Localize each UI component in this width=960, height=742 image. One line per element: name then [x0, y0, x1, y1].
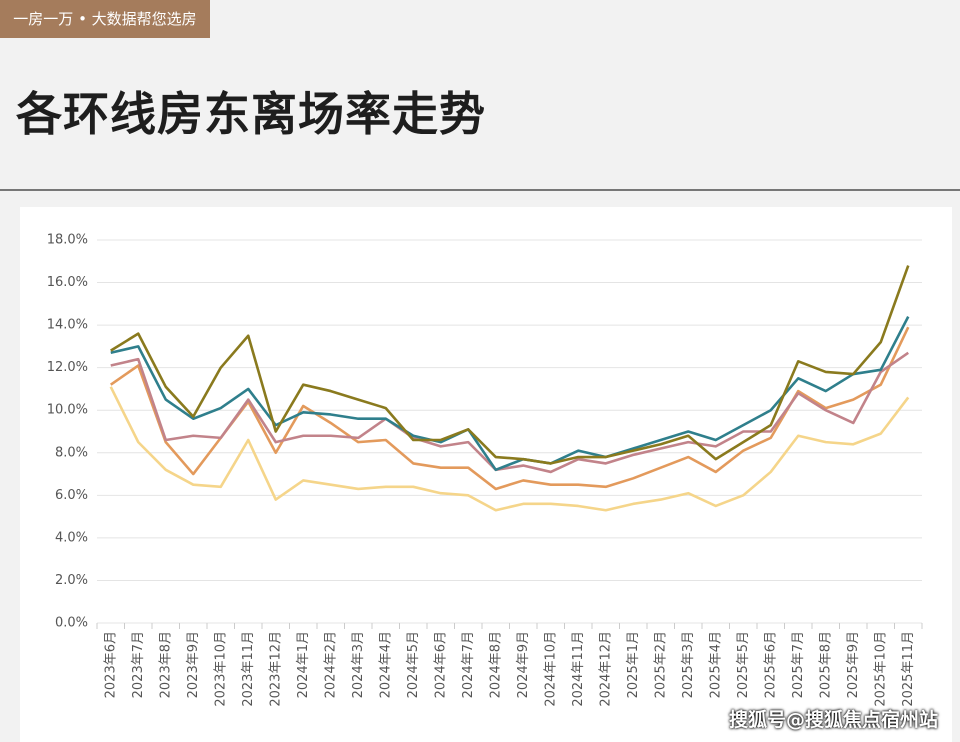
x-tick-label: 2024年12月: [598, 631, 613, 707]
x-tick-label: 2023年12月: [268, 631, 283, 707]
y-tick-label: 14.0%: [47, 318, 88, 333]
x-tick-label: 2025年2月: [653, 631, 668, 698]
y-tick-label: 4.0%: [55, 530, 88, 545]
watermark: 搜狐号@搜狐焦点宿州站: [728, 709, 938, 731]
x-tick-label: 2023年10月: [213, 631, 228, 707]
x-tick-label: 2023年8月: [158, 631, 173, 698]
brand-tag: 一房一万 • 大数据帮您选房: [0, 0, 210, 38]
y-tick-label: 6.0%: [55, 488, 88, 503]
y-tick-label: 16.0%: [47, 275, 88, 290]
x-tick-label: 2024年2月: [323, 631, 338, 698]
x-tick-label: 2024年5月: [406, 631, 421, 698]
y-tick-label: 2.0%: [55, 573, 88, 588]
x-tick-label: 2024年6月: [433, 631, 448, 698]
series-line: [109, 386, 910, 512]
x-tick-label: 2023年6月: [103, 631, 118, 698]
x-tick-label: 2024年8月: [488, 631, 503, 698]
x-tick-label: 2023年7月: [131, 631, 146, 698]
x-tick-label: 2025年10月: [873, 631, 888, 707]
x-tick-label: 2025年5月: [736, 631, 751, 698]
page-title: 各环线房东离场率走势: [16, 87, 486, 141]
x-tick-label: 2023年9月: [186, 631, 201, 698]
series-line: [110, 316, 910, 472]
series-line: [110, 265, 910, 465]
y-tick-label: 10.0%: [47, 403, 88, 418]
x-tick-label: 2025年1月: [626, 631, 641, 698]
x-tick-label: 2025年7月: [791, 631, 806, 698]
x-tick-label: 2025年11月: [901, 631, 916, 707]
x-tick-label: 2025年4月: [708, 631, 723, 698]
x-tick-label: 2024年10月: [543, 631, 558, 707]
x-tick-label: 2024年9月: [516, 631, 531, 698]
x-tick-label: 2025年3月: [681, 631, 696, 698]
y-tick-label: 8.0%: [55, 445, 88, 460]
x-tick-label: 2025年9月: [846, 631, 861, 698]
y-tick-label: 18.0%: [47, 233, 88, 248]
x-tick-label: 2024年7月: [461, 631, 476, 698]
x-tick-label: 2023年11月: [241, 631, 256, 707]
divider: [0, 189, 960, 191]
series-line: [110, 351, 909, 474]
x-tick-label: 2024年4月: [378, 631, 393, 698]
x-tick-label: 2025年8月: [818, 631, 833, 698]
x-tick-label: 2025年6月: [763, 631, 778, 698]
x-tick-label: 2024年3月: [351, 631, 366, 698]
y-tick-label: 12.0%: [47, 360, 88, 375]
x-tick-label: 2024年1月: [296, 631, 311, 698]
y-tick-label: 0.0%: [55, 616, 88, 631]
x-tick-label: 2024年11月: [571, 631, 586, 707]
